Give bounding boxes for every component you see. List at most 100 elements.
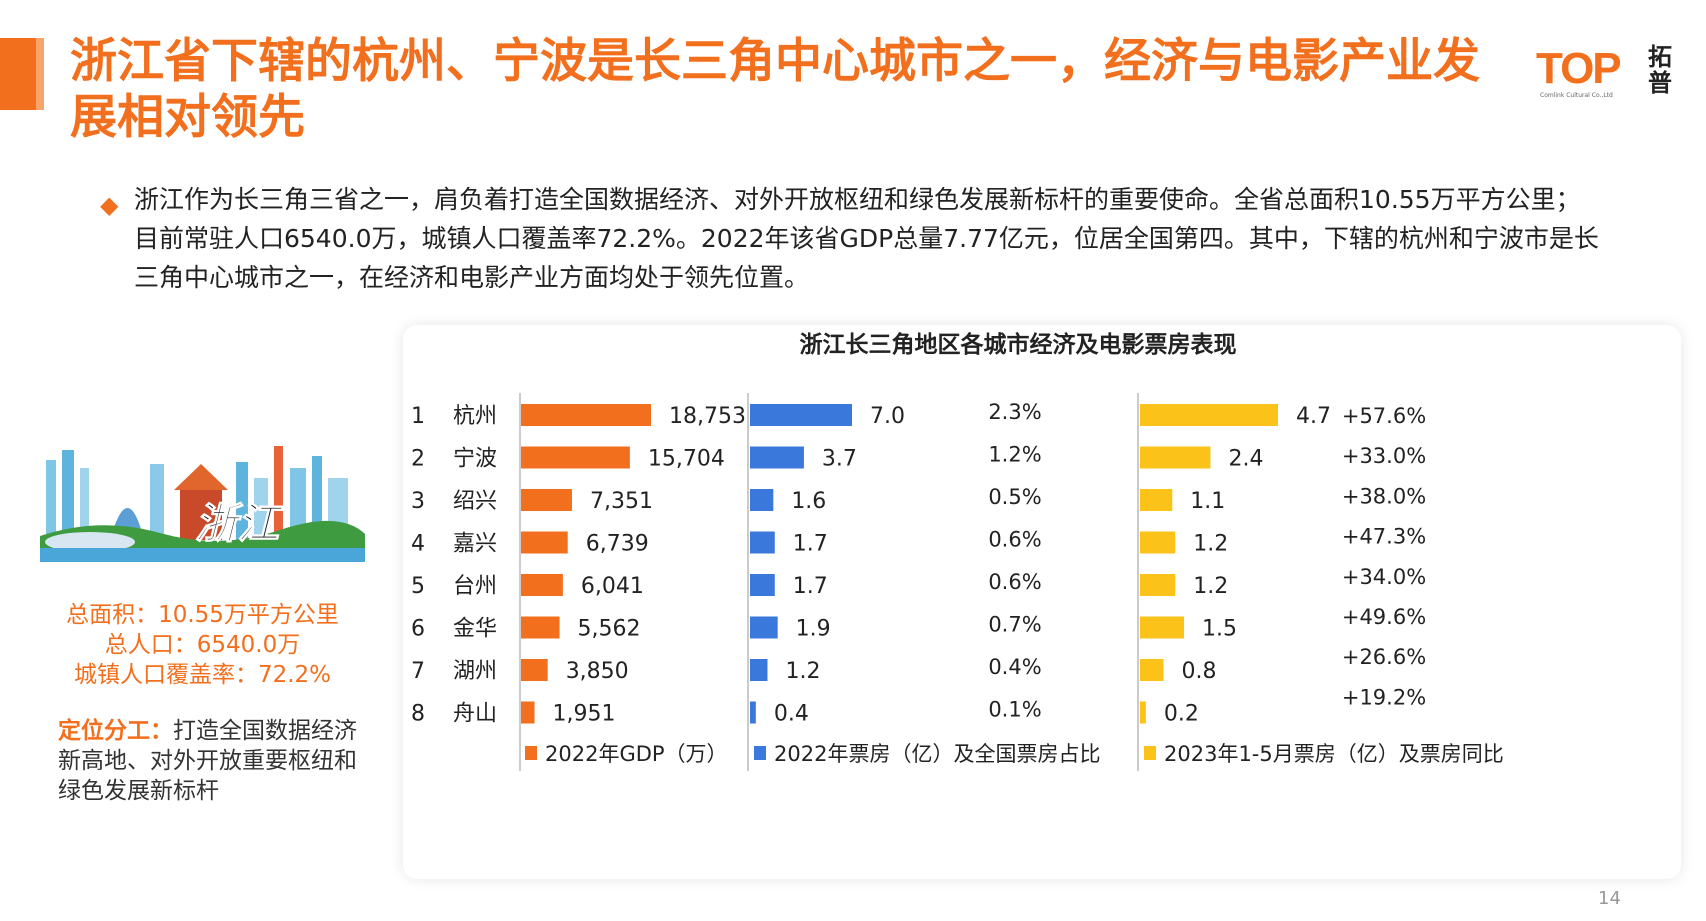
data-label: 1.6 <box>791 489 826 514</box>
city-label: 湖州 <box>453 659 497 684</box>
bar <box>750 531 775 554</box>
yoy-label: +33.0% <box>1342 444 1426 468</box>
yoy-label: +34.0% <box>1342 565 1426 589</box>
brand-logo: TOP Comlink Cultural Co.,Ltd 拓普 <box>1536 42 1686 102</box>
skyline-building <box>150 464 164 540</box>
bar <box>750 446 804 469</box>
logo-subtitle: Comlink Cultural Co.,Ltd <box>1540 92 1613 99</box>
skyline-building <box>46 460 56 540</box>
city-label: 舟山 <box>453 702 497 727</box>
chart-card: 浙江长三角地区各城市经济及电影票房表现 1 杭州 2 宁波 3 绍兴 4 嘉兴 5 台州 6 金华 7 湖州… <box>403 325 1681 879</box>
intro-paragraph: ◆ 浙江作为长三角三省之一，肩负着打造全国数据经济、对外开放枢纽和绿色发展新标杆… <box>100 180 1600 297</box>
data-label: 1.2 <box>785 659 820 684</box>
zhejiang-skyline-illustration: 浙江 <box>40 446 365 563</box>
data-label: 2.4 <box>1228 447 1263 472</box>
legend-swatch <box>525 746 537 760</box>
yoy-label: +26.6% <box>1342 645 1426 669</box>
bar <box>1140 574 1176 596</box>
bar <box>521 489 572 511</box>
stat-area: 总面积：10.55万平方公里 <box>66 602 339 628</box>
data-label: 1.2 <box>1193 574 1228 599</box>
pagoda-roof <box>174 464 228 490</box>
data-label: 3,850 <box>566 659 629 684</box>
province-stats: 总面积：10.55万平方公里 总人口：6540.0万 城镇人口覆盖率：72.2% <box>40 600 365 690</box>
bar <box>750 404 852 426</box>
legend-label: 2022年票房（亿）及全国票房占比 <box>774 742 1100 766</box>
data-label: 1.2 <box>1193 532 1228 557</box>
share-label: 0.6% <box>988 570 1041 594</box>
data-label: 1.5 <box>1202 617 1237 642</box>
bar <box>521 446 630 469</box>
skyline-building <box>236 462 248 540</box>
share-label: 0.7% <box>988 613 1041 637</box>
diamond-bullet-icon: ◆ <box>100 191 119 219</box>
data-label: 1,951 <box>553 702 616 727</box>
city-performance-chart: 浙江长三角地区各城市经济及电影票房表现 1 杭州 2 宁波 3 绍兴 4 嘉兴 5 台州 6 金华 7 湖州… <box>411 331 1504 771</box>
bar <box>521 531 568 554</box>
yoy-label: +49.6% <box>1342 605 1426 629</box>
data-label: 4.7 <box>1296 404 1331 429</box>
data-label: 3.7 <box>822 447 857 472</box>
logo-chinese-name: 拓普 <box>1648 43 1672 97</box>
data-label: 5,562 <box>578 617 641 642</box>
yoy-label: +47.3% <box>1342 525 1426 549</box>
data-label: 0.2 <box>1164 702 1199 727</box>
illustration-label: 浙江 <box>195 499 284 548</box>
data-label: 1.7 <box>793 574 828 599</box>
stadium <box>45 532 135 552</box>
intro-text: 浙江作为长三角三省之一，肩负着打造全国数据经济、对外开放枢纽和绿色发展新标杆的重… <box>134 185 1599 292</box>
data-label: 1.9 <box>796 617 831 642</box>
skyline-tower <box>274 446 283 540</box>
data-label: 1.7 <box>793 532 828 557</box>
bar <box>750 659 768 681</box>
legend-label: 2023年1-5月票房（亿）及票房同比 <box>1164 742 1504 766</box>
bar <box>521 616 560 639</box>
bar <box>521 659 548 681</box>
data-label: 0.8 <box>1181 659 1216 684</box>
bar <box>1140 446 1211 469</box>
yoy-label: +19.2% <box>1342 685 1426 709</box>
skyline-building <box>62 450 74 540</box>
pagoda <box>180 490 222 540</box>
bar <box>1140 489 1173 511</box>
rank-label: 2 <box>411 447 425 472</box>
share-label: 0.6% <box>988 528 1041 552</box>
data-label: 6,041 <box>581 574 644 599</box>
city-label: 宁波 <box>453 447 497 472</box>
river <box>40 548 365 562</box>
rank-label: 7 <box>411 659 425 684</box>
bar <box>750 616 778 639</box>
page-title: 浙江省下辖的杭州、宁波是长三角中心城市之一，经济与电影产业发展相对领先 <box>70 34 1480 145</box>
city-label: 金华 <box>453 617 497 642</box>
city-label: 绍兴 <box>453 489 497 514</box>
skyline-building <box>312 456 322 540</box>
legend-swatch <box>754 746 766 760</box>
data-label: 7.0 <box>870 404 905 429</box>
rank-label: 5 <box>411 574 425 599</box>
data-label: 1.1 <box>1190 489 1225 514</box>
logo-wordmark: TOP <box>1536 44 1622 93</box>
share-label: 0.4% <box>988 655 1041 679</box>
title-accent-bar <box>0 38 44 110</box>
bar <box>750 701 756 724</box>
rank-label: 1 <box>411 404 425 429</box>
legend-label: 2022年GDP（万） <box>545 742 728 766</box>
bar <box>1140 531 1176 554</box>
bar <box>521 574 563 596</box>
yoy-label: +38.0% <box>1342 484 1426 508</box>
share-label: 0.5% <box>988 485 1041 509</box>
share-label: 0.1% <box>988 698 1041 722</box>
bar <box>1140 701 1146 724</box>
bar <box>750 574 775 596</box>
data-label: 7,351 <box>590 489 653 514</box>
share-label: 2.3% <box>988 400 1041 424</box>
skyline-building <box>80 468 89 540</box>
bar <box>1140 404 1278 426</box>
skyline-building <box>290 468 306 540</box>
data-label: 0.4 <box>774 702 809 727</box>
legend-swatch <box>1144 746 1156 760</box>
bar <box>750 489 774 511</box>
yoy-label: +57.6% <box>1342 404 1426 428</box>
page-number: 14 <box>1598 888 1621 909</box>
rank-label: 3 <box>411 489 425 514</box>
